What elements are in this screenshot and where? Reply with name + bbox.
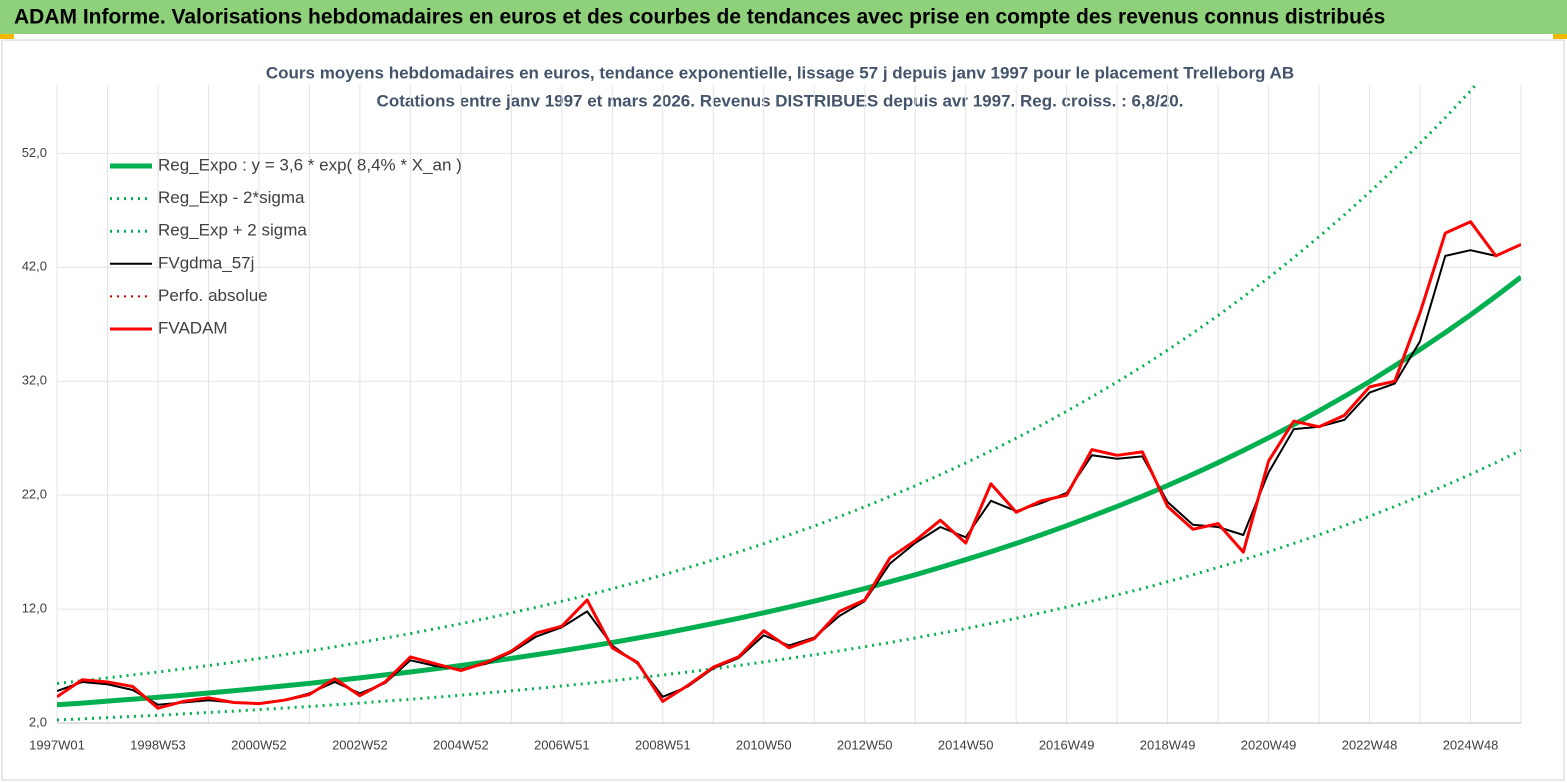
header-title: ADAM Informe. Valorisations hebdomadaire… [14,6,1385,29]
y-tick-label: 2,0 [29,714,47,729]
legend-label: Reg_Exp + 2 sigma [158,221,307,240]
x-tick-label: 2004W52 [433,737,489,752]
chart-subtitle: Cotations entre janv 1997 et mars 2026. … [377,91,1184,110]
x-tick-label: 2016W49 [1039,737,1095,752]
y-tick-label: 22,0 [22,487,47,502]
chart-frame [1,39,1565,781]
corner-accent [1553,34,1567,39]
legend-label: Reg_Exp - 2*sigma [158,188,305,207]
x-tick-label: 2000W52 [231,737,287,752]
x-tick-label: 2012W50 [837,737,893,752]
legend-label: FVADAM [158,318,228,337]
y-tick-label: 12,0 [22,601,47,616]
x-tick-label: 2002W52 [332,737,388,752]
x-tick-label: 1998W53 [130,737,186,752]
series-line [57,243,1521,706]
y-tick-label: 32,0 [22,373,47,388]
legend-label: Reg_Expo : y = 3,6 * exp( 8,4% * X_an ) [158,155,462,174]
chart-title: Cours moyens hebdomadaires en euros, ten… [266,63,1294,82]
x-tick-label: 2020W49 [1241,737,1297,752]
x-tick-label: 2006W51 [534,737,590,752]
series-line [57,275,1521,708]
y-tick-label: 42,0 [22,259,47,274]
series-line [57,449,1521,722]
corner-accent [0,34,14,39]
x-tick-label: 1997W01 [29,737,85,752]
legend-label: FVgdma_57j [158,253,254,272]
series-line [57,85,1478,685]
x-tick-label: 2022W48 [1342,737,1398,752]
x-tick-label: 2010W50 [736,737,792,752]
legend-label: Perfo. absolue [158,286,268,305]
plot-area [57,85,1521,722]
x-tick-label: 2024W48 [1443,737,1499,752]
x-tick-label: 2008W51 [635,737,691,752]
y-tick-label: 52,0 [22,145,47,160]
x-tick-label: 2014W50 [938,737,994,752]
series-line [57,220,1521,710]
header-banner [0,0,1567,34]
x-tick-label: 2018W49 [1140,737,1196,752]
